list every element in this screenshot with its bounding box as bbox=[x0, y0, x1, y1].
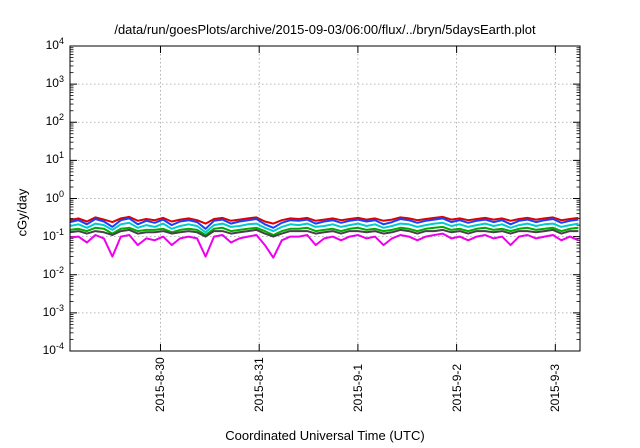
y-tick-base: 10 bbox=[45, 114, 59, 129]
y-tick-base: 10 bbox=[45, 152, 59, 167]
y-tick-exponent: -4 bbox=[55, 341, 64, 351]
series-line bbox=[69, 221, 579, 234]
y-tick-base: 10 bbox=[45, 190, 59, 205]
chart-title: /data/run/goesPlots/archive/2015-09-03/0… bbox=[114, 22, 536, 37]
y-axis-label: cGy/day bbox=[14, 188, 30, 237]
series-line bbox=[69, 232, 579, 259]
y-tick-exponent: -2 bbox=[55, 264, 64, 275]
x-tick-label: 2015-9-1 bbox=[350, 363, 365, 412]
x-tick-label: 2015-8-30 bbox=[153, 357, 168, 412]
x-tick-label: 2015-8-31 bbox=[252, 357, 267, 412]
y-tick-label: 10-3 bbox=[43, 303, 64, 319]
series-line bbox=[69, 217, 579, 230]
series-line bbox=[69, 215, 579, 225]
y-tick-label: 10-2 bbox=[43, 265, 64, 281]
y-tick-exponent: -1 bbox=[55, 226, 64, 237]
y-tick-exponent: 4 bbox=[58, 36, 64, 46]
y-tick-base: 10 bbox=[42, 266, 56, 281]
y-tick-base: 10 bbox=[42, 228, 56, 243]
series-line bbox=[69, 225, 579, 236]
plot-frame bbox=[69, 45, 581, 352]
x-tick-label: 2015-9-3 bbox=[548, 363, 563, 412]
y-tick-label: 104 bbox=[46, 36, 64, 52]
y-tick-label: 100 bbox=[46, 189, 64, 205]
y-tick-exponent: 2 bbox=[58, 112, 64, 123]
y-tick-exponent: 0 bbox=[58, 188, 64, 199]
x-axis-label: Coordinated Universal Time (UTC) bbox=[225, 428, 425, 443]
y-tick-label: 102 bbox=[46, 112, 64, 128]
y-tick-label: 10-1 bbox=[43, 227, 64, 243]
y-tick-exponent: -3 bbox=[55, 302, 64, 313]
y-tick-label: 103 bbox=[46, 74, 64, 90]
y-tick-exponent: 3 bbox=[58, 74, 64, 85]
series-line bbox=[69, 228, 579, 238]
y-tick-base: 10 bbox=[45, 38, 59, 52]
y-tick-base: 10 bbox=[42, 343, 56, 357]
x-tick-label: 2015-9-2 bbox=[449, 363, 464, 412]
y-tick-label: 101 bbox=[46, 150, 64, 166]
y-tick-label: 10-4 bbox=[43, 341, 64, 357]
y-tick-base: 10 bbox=[42, 304, 56, 319]
y-tick-base: 10 bbox=[45, 76, 59, 91]
y-tick-exponent: 1 bbox=[58, 150, 64, 161]
